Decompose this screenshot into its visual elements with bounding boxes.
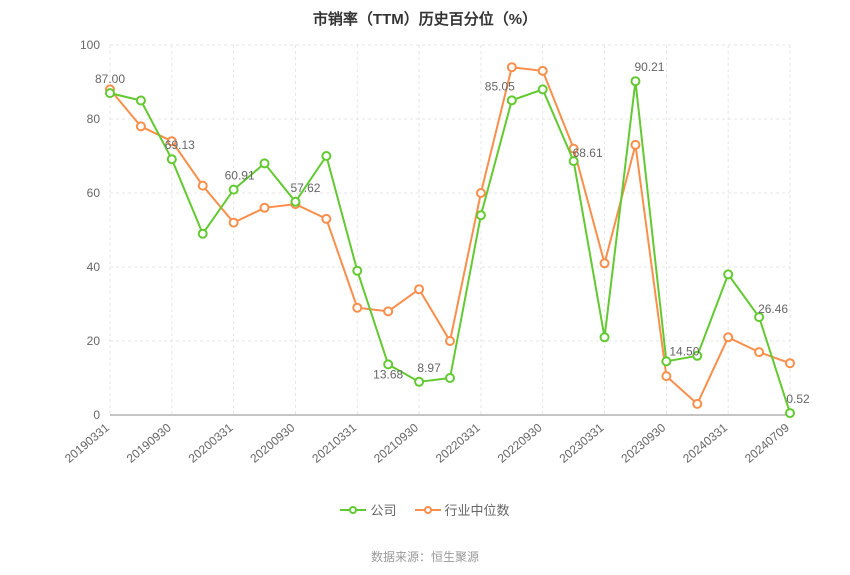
line-chart-svg: 0 20 40 60 80 100 20190331 20190930 202003312020… — [0, 0, 850, 485]
x-tick-label: 20220331 — [433, 420, 483, 465]
value-label: 85.05 — [485, 79, 515, 93]
series-marker — [168, 155, 176, 163]
chart-container: 市销率（TTM）历史百分位（%） 02040608010020190331201… — [0, 0, 850, 575]
x-tick-label: 20220930 — [495, 420, 545, 465]
series-marker — [137, 97, 145, 105]
y-tick-label: 40 — [87, 260, 101, 274]
series-marker — [477, 189, 485, 197]
series-marker — [106, 89, 114, 97]
value-label: 14.50 — [669, 344, 699, 358]
value-label: 69.13 — [165, 138, 195, 152]
series-marker — [137, 122, 145, 130]
x-tick-label: 20210331 — [309, 420, 359, 465]
series-marker — [631, 77, 639, 85]
series-marker — [539, 85, 547, 93]
value-label: 13.68 — [373, 367, 403, 381]
series-marker — [322, 215, 330, 223]
series-marker — [786, 409, 794, 417]
legend-swatch — [415, 503, 441, 517]
chart-source: 数据来源：恒生聚源 — [0, 548, 850, 565]
series-marker — [724, 270, 732, 278]
series-marker — [601, 259, 609, 267]
value-label: 8.97 — [417, 361, 441, 375]
series-marker — [446, 374, 454, 382]
series-marker — [539, 67, 547, 75]
legend-label: 行业中位数 — [445, 500, 510, 519]
legend-swatch — [340, 503, 366, 517]
series-marker — [446, 337, 454, 345]
y-tick-label: 60 — [87, 186, 101, 200]
series-marker — [199, 182, 207, 190]
x-tick-label: 20190930 — [124, 420, 174, 465]
series-marker — [724, 333, 732, 341]
x-tick-label: 20230331 — [557, 420, 607, 465]
series-marker — [261, 204, 269, 212]
x-tick-label: 20230930 — [618, 420, 668, 465]
series-marker — [662, 372, 670, 380]
series-marker — [631, 141, 639, 149]
x-tick-label: 20200930 — [247, 420, 297, 465]
series-marker — [230, 219, 238, 227]
series-marker — [477, 211, 485, 219]
value-label: 68.61 — [573, 146, 603, 160]
value-label: 0.52 — [786, 392, 810, 406]
series-marker — [415, 285, 423, 293]
x-tick-label: 20240709 — [742, 420, 792, 465]
value-label: 87.00 — [95, 72, 125, 86]
series-marker — [755, 348, 763, 356]
value-label: 26.46 — [758, 302, 788, 316]
series-marker — [786, 359, 794, 367]
legend-item[interactable]: 行业中位数 — [415, 500, 510, 519]
y-tick-label: 100 — [80, 38, 100, 52]
series-marker — [322, 152, 330, 160]
x-tick-label: 20190331 — [62, 420, 112, 465]
series-marker — [230, 186, 238, 194]
value-label: 90.21 — [634, 60, 664, 74]
series-marker — [353, 304, 361, 312]
series-marker — [261, 159, 269, 167]
y-tick-label: 80 — [87, 112, 101, 126]
series-marker — [508, 63, 516, 71]
y-tick-label: 20 — [87, 334, 101, 348]
series-marker — [384, 307, 392, 315]
x-tick-label: 20210930 — [371, 420, 421, 465]
series-marker — [415, 378, 423, 386]
legend-item[interactable]: 公司 — [340, 500, 396, 519]
y-tick-label: 0 — [93, 408, 100, 422]
series-line — [110, 81, 790, 413]
series-marker — [601, 333, 609, 341]
x-tick-label: 20240331 — [680, 420, 730, 465]
x-tick-label: 20200331 — [186, 420, 236, 465]
value-label: 57.62 — [290, 181, 320, 195]
legend-label: 公司 — [370, 500, 396, 519]
value-label: 60.91 — [225, 169, 255, 183]
series-marker — [291, 198, 299, 206]
series-marker — [693, 400, 701, 408]
series-marker — [662, 357, 670, 365]
series-marker — [353, 267, 361, 275]
chart-legend: 公司 行业中位数 — [0, 500, 850, 519]
series-marker — [508, 96, 516, 104]
series-marker — [199, 230, 207, 238]
